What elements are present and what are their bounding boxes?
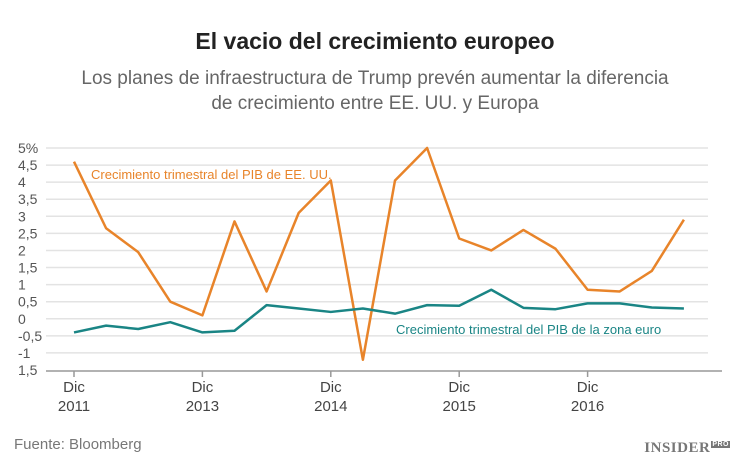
y-tick-label: 3 — [18, 208, 26, 224]
chart-subtitle: Los planes de infraestructura de Trump p… — [0, 66, 750, 116]
y-tick-label: 0 — [18, 311, 26, 327]
y-tick-label: -1 — [18, 345, 31, 361]
x-tick-label: 2013 — [186, 398, 219, 415]
x-tick-label: 2015 — [443, 398, 476, 415]
y-tick-label: 5% — [18, 140, 38, 156]
x-tick-label: Dic — [192, 379, 214, 396]
x-tick-label: Dic — [448, 379, 470, 396]
source-note: Fuente: Bloomberg — [14, 436, 142, 453]
x-tick-label: 2016 — [571, 398, 604, 415]
x-tick-label: 2011 — [58, 398, 90, 415]
y-tick-label: 1,5 — [18, 260, 38, 276]
us-series-label: Crecimiento trimestral del PIB de EE. UU… — [91, 167, 332, 182]
x-tick-label: Dic — [320, 379, 342, 396]
subtitle-line-2: de crecimiento entre EE. UU. y Europa — [211, 93, 539, 114]
y-tick-label: 1 — [18, 277, 26, 293]
eurozone-series-label: Crecimiento trimestral del PIB de la zon… — [396, 322, 661, 337]
y-tick-label: 2,5 — [18, 225, 38, 241]
y-tick-label: 3,5 — [18, 191, 38, 207]
insider-pro-logo: INSIDER PRO — [644, 440, 730, 456]
x-tick-label: Dic — [63, 379, 85, 396]
us-gdp-line — [72, 146, 685, 362]
y-tick-label: 0,5 — [18, 294, 38, 310]
y-tick-label: 4 — [18, 174, 26, 190]
chart-title: El vacio del crecimiento europeo — [195, 28, 555, 54]
y-tick-label: -0,5 — [18, 328, 42, 344]
eurozone-gdp-line — [73, 288, 684, 334]
x-tick-label: Dic — [577, 379, 599, 396]
subtitle-line-1: Los planes de infraestructura de Trump p… — [81, 68, 669, 89]
y-tick-label: 4,5 — [18, 157, 38, 173]
y-tick-label: 2 — [18, 242, 26, 258]
y-tick-label: 1,5 — [18, 362, 38, 378]
x-tick-label: 2014 — [314, 398, 347, 415]
